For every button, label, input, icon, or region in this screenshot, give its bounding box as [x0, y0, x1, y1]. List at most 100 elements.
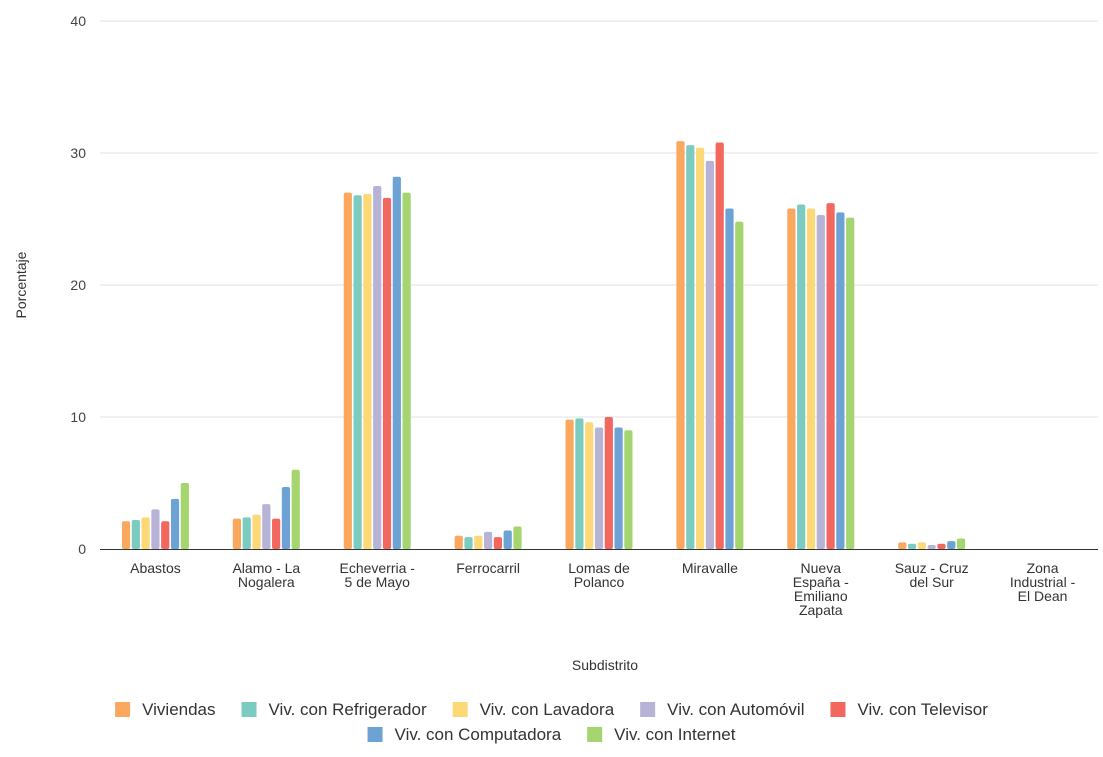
bar-viv-con-refrigerador-1 [242, 517, 251, 549]
legend-swatch [367, 727, 383, 742]
legend-label: Viv. con Internet [614, 725, 736, 744]
legend: Viviendas Viv. con Refrigerador Viv. con L… [115, 700, 988, 744]
x-tick-label-line: Nogalera [238, 574, 295, 590]
x-tick-label: Lomas de Polanco [568, 560, 630, 590]
bar-viv-con-lavadora-7 [917, 542, 926, 549]
legend-swatch [640, 702, 656, 717]
bar-viv-con-televisor-7 [937, 543, 946, 549]
legend-label: Viv. con Automóvil [667, 700, 804, 719]
bar-viv-con-internet-0 [180, 483, 189, 549]
x-tick-label: Miravalle [682, 560, 738, 576]
x-tick-label: Zona Industrial -El Dean [1010, 560, 1076, 604]
bar-viv-con-internet-5 [735, 221, 744, 549]
bar-viv-con-refrigerador-7 [907, 543, 917, 549]
legend-item: Viv. con Lavadora [452, 700, 615, 719]
legend-label: Viv. con Computadora [395, 725, 562, 744]
y-tick-label: 20 [70, 277, 86, 293]
bar-viv-con-internet-2 [402, 192, 411, 549]
bar-viv-con-televisor-4 [604, 417, 613, 549]
bar-viv-con-computadora-0 [170, 498, 180, 549]
bar-viv-con-autom-vil-0 [151, 509, 160, 549]
bar-viv-con-computadora-4 [614, 427, 623, 549]
x-tick-label: Abastos [130, 560, 181, 576]
y-tick-label: 0 [78, 541, 86, 557]
bar-viv-con-refrigerador-4 [575, 418, 584, 549]
bar-viv-con-lavadora-3 [474, 535, 483, 549]
bar-viv-con-computadora-7 [947, 541, 956, 549]
x-tick-label-line: Zona [1027, 560, 1059, 576]
bar-viviendas-3 [454, 535, 463, 549]
legend-swatch [241, 702, 257, 717]
x-tick-label: Echeverria -5 de Mayo [339, 560, 415, 590]
bar-viv-con-computadora-1 [281, 486, 291, 549]
legend-label: Viv. con Refrigerador [269, 700, 427, 719]
bar-viv-con-refrigerador-2 [353, 195, 362, 550]
legend-item: Viviendas [115, 700, 216, 719]
bar-viv-con-televisor-3 [493, 537, 503, 549]
x-tick-label-line: Ferrocarril [456, 560, 520, 576]
legend-item: Viv. con Refrigerador [241, 700, 427, 719]
bar-viv-con-lavadora-5 [695, 147, 705, 549]
bar-viv-con-computadora-6 [836, 212, 845, 549]
x-tick-label: Alamo - La Nogalera [232, 560, 300, 590]
legend-swatch [115, 702, 131, 717]
bar-viviendas-0 [121, 521, 131, 549]
bar-viviendas-2 [343, 192, 352, 549]
bar-viv-con-refrigerador-0 [131, 519, 140, 549]
y-tick-label: 10 [70, 409, 86, 425]
x-tick-label-line: Sauz - Cruz [895, 560, 969, 576]
bar-viv-con-refrigerador-6 [797, 204, 806, 550]
x-tick-label-line: Miravalle [682, 560, 738, 576]
bar-viv-con-computadora-2 [392, 176, 401, 549]
x-tick-label-line: España - [793, 574, 849, 590]
x-tick-label-line: Industrial - [1010, 574, 1076, 590]
legend-item: Viv. con Computadora [367, 725, 562, 744]
legend-swatch [830, 702, 846, 717]
bar-viv-con-lavadora-2 [363, 193, 372, 550]
bar-viv-con-autom-vil-7 [927, 545, 936, 549]
legend-item: Viv. con Internet [587, 725, 736, 744]
legend-swatch [452, 702, 468, 717]
bar-viv-con-lavadora-4 [585, 422, 594, 549]
y-axis-title: Porcentaje [13, 251, 29, 318]
bars [121, 141, 966, 550]
x-tick-label: Sauz - Cruz del Sur [895, 560, 969, 590]
bar-viv-con-refrigerador-3 [464, 537, 473, 549]
legend-label: Viviendas [142, 700, 215, 719]
bar-viv-con-internet-3 [513, 526, 522, 549]
bar-viviendas-6 [787, 208, 796, 549]
y-tick-label: 30 [70, 145, 86, 161]
x-tick-label-line: Emiliano [794, 588, 848, 604]
bar-viviendas-7 [898, 542, 907, 549]
bar-viv-con-autom-vil-2 [373, 186, 382, 549]
bar-viv-con-computadora-3 [503, 530, 512, 549]
bar-viv-con-televisor-6 [826, 203, 835, 549]
bar-viv-con-lavadora-0 [141, 517, 150, 549]
y-tick-label: 40 [70, 13, 86, 29]
bar-viv-con-refrigerador-5 [686, 145, 695, 549]
bar-viviendas-5 [676, 141, 685, 549]
bar-viv-con-autom-vil-5 [705, 160, 714, 550]
legend-swatch [587, 727, 603, 742]
x-tick-label-line: Abastos [130, 560, 181, 576]
bar-viv-con-internet-6 [846, 217, 855, 549]
y-axis-ticks: 0 10 20 30 40 [70, 13, 86, 557]
bar-viv-con-televisor-0 [161, 521, 170, 549]
x-tick-label-line: del Sur [909, 574, 954, 590]
legend-item: Viv. con Televisor [830, 700, 988, 719]
x-tick-label-line: 5 de Mayo [345, 574, 411, 590]
bar-viv-con-televisor-2 [382, 197, 392, 549]
x-tick-label: Ferrocarril [456, 560, 520, 576]
x-tick-label-line: Alamo - La [232, 560, 300, 576]
bar-viviendas-4 [565, 419, 574, 549]
legend-label: Viv. con Televisor [857, 700, 988, 719]
bar-viviendas-1 [232, 518, 242, 549]
x-tick-label-line: Polanco [574, 574, 625, 590]
bar-viv-con-internet-7 [956, 538, 966, 549]
x-axis-ticks: Abastos Alamo - La Nogalera Echeverria -5 d… [130, 560, 1075, 618]
x-axis-title: Subdistrito [572, 657, 638, 673]
legend-label: Viv. con Lavadora [480, 700, 615, 719]
bar-viv-con-lavadora-1 [252, 514, 261, 549]
bar-viv-con-televisor-5 [715, 142, 724, 549]
